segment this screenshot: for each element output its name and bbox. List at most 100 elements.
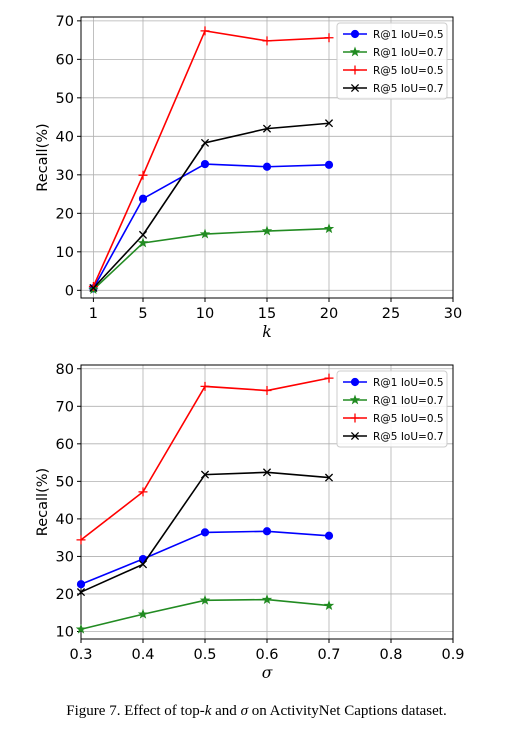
top-data-point <box>261 225 273 236</box>
top-x-tick-label: 1 <box>89 306 98 322</box>
caption-prefix: Figure 7. Effect of top- <box>66 703 205 719</box>
bottom-y-tick-label: 20 <box>56 587 74 603</box>
top-y-axis-label: Recall(%) <box>35 123 51 191</box>
top-legend-label: R@5 IoU=0.7 <box>373 83 444 95</box>
top-series-line <box>92 163 330 289</box>
bottom-y-ticks: 10 20 30 40 50 60 70 80 <box>56 362 81 640</box>
bottom-data-point <box>199 594 211 605</box>
bottom-legend-box <box>336 370 448 448</box>
top-legend-marker <box>349 46 361 57</box>
top-data-point <box>88 281 98 291</box>
top-data-point <box>262 162 272 171</box>
bottom-data-point <box>261 594 273 605</box>
bottom-x-tick-label: 0.3 <box>69 647 92 663</box>
top-legend-box <box>336 22 448 100</box>
top-y-tick-label: 0 <box>65 283 74 299</box>
top-y-ticks: 0 10 20 30 40 50 60 70 <box>56 14 81 299</box>
top-data-point <box>324 119 334 128</box>
bottom-legend: R@1 IoU=0.5 R@1 IoU=0.7 R@5 IoU=0.5 R@5 IoU… <box>336 370 448 448</box>
bottom-y-tick-label: 60 <box>56 437 74 453</box>
top-legend-item: R@5 IoU=0.7 <box>343 83 444 95</box>
bottom-y-tick-label: 50 <box>56 474 74 490</box>
top-legend-marker <box>350 29 360 39</box>
top-y-tick-label: 30 <box>56 168 74 184</box>
caption-k: k <box>204 703 212 719</box>
top-series-4 <box>89 119 334 293</box>
top-x-tick-label: 5 <box>138 306 147 322</box>
top-x-axis-label: k <box>262 323 271 341</box>
top-data-point <box>138 194 148 203</box>
top-data-point <box>200 26 210 36</box>
bottom-x-tick-label: 0.5 <box>193 647 216 663</box>
top-y-tick-label: 50 <box>56 91 74 107</box>
bottom-data-point <box>76 580 86 589</box>
bottom-y-axis-label: Recall(%) <box>35 468 51 536</box>
bottom-y-tick-label: 30 <box>56 549 74 565</box>
bottom-legend-marker <box>349 394 361 405</box>
bottom-data-point <box>200 381 210 391</box>
bottom-data-point <box>76 535 86 545</box>
top-x-ticks: 1 5 10 15 20 25 30 <box>89 298 462 322</box>
bottom-data-point <box>200 528 210 537</box>
top-legend-marker <box>350 65 360 75</box>
top-data-point <box>89 283 98 293</box>
bottom-legend-label: R@1 IoU=0.7 <box>373 395 444 407</box>
bottom-data-point <box>138 487 148 497</box>
bottom-x-tick-label: 0.7 <box>317 647 340 663</box>
top-legend: R@1 IoU=0.5 R@1 IoU=0.7 R@5 IoU=0.5 R@5 IoU… <box>336 22 448 100</box>
top-y-tick-label: 20 <box>56 206 74 222</box>
top-x-tick-label: 20 <box>320 306 338 322</box>
top-data-point <box>200 138 210 147</box>
bottom-x-axis-label: σ <box>262 664 273 682</box>
figure-caption: Figure 7. Effect of top-k and σ on Activ… <box>0 703 513 720</box>
bottom-y-tick-label: 70 <box>56 399 74 415</box>
bottom-legend-marker <box>350 377 360 387</box>
bottom-legend-item: R@1 IoU=0.5 <box>343 377 444 389</box>
top-y-tick-label: 60 <box>56 52 74 68</box>
bottom-legend-marker <box>350 431 360 441</box>
bottom-data-point <box>324 531 334 540</box>
top-series-1 <box>89 159 334 293</box>
bottom-data-point <box>76 588 86 597</box>
bottom-y-tick-label: 10 <box>56 624 74 640</box>
bottom-series-2 <box>75 594 335 634</box>
bottom-data-point <box>324 373 334 383</box>
top-x-tick-label: 30 <box>444 306 462 322</box>
bottom-legend-marker <box>350 413 360 423</box>
top-data-point <box>138 230 148 239</box>
top-legend-item: R@1 IoU=0.5 <box>343 29 444 41</box>
top-data-point <box>137 237 149 248</box>
bottom-series-3 <box>76 373 334 545</box>
bottom-y-tick-label: 80 <box>56 362 74 378</box>
top-series-line <box>92 29 330 287</box>
top-series-line <box>92 227 330 291</box>
caption-sigma: σ <box>240 703 248 719</box>
bottom-series-1 <box>76 527 334 589</box>
bottom-data-point <box>262 386 272 396</box>
bottom-x-ticks: 0.3 0.4 0.5 0.6 0.7 0.8 0.9 <box>69 639 465 663</box>
top-y-tick-label: 40 <box>56 129 74 145</box>
bottom-x-tick-label: 0.9 <box>441 647 464 663</box>
top-data-point <box>262 124 272 133</box>
caption-suffix: on ActivityNet Captions dataset. <box>247 703 447 719</box>
bottom-data-point <box>262 527 272 536</box>
top-x-tick-label: 15 <box>258 306 276 322</box>
top-data-point <box>200 159 210 169</box>
top-data-point <box>262 36 272 46</box>
top-series-3 <box>88 26 334 291</box>
bottom-data-point <box>138 560 148 569</box>
bottom-data-point <box>137 608 149 619</box>
top-data-point <box>323 223 335 234</box>
bottom-data-point <box>200 470 210 479</box>
top-data-point <box>199 228 211 239</box>
chart-top-k: 1 5 10 15 20 25 30010203040506070kRecall(%)R@1… <box>35 14 462 341</box>
bottom-data-point <box>323 600 335 611</box>
top-data-point <box>138 170 148 180</box>
top-legend-item: R@5 IoU=0.5 <box>343 65 444 77</box>
caption-mid: and <box>211 703 241 719</box>
top-series-2 <box>88 223 335 294</box>
top-y-tick-label: 70 <box>56 14 74 30</box>
bottom-x-tick-label: 0.6 <box>255 647 278 663</box>
top-data-point <box>324 33 334 43</box>
bottom-data-point <box>324 473 334 482</box>
